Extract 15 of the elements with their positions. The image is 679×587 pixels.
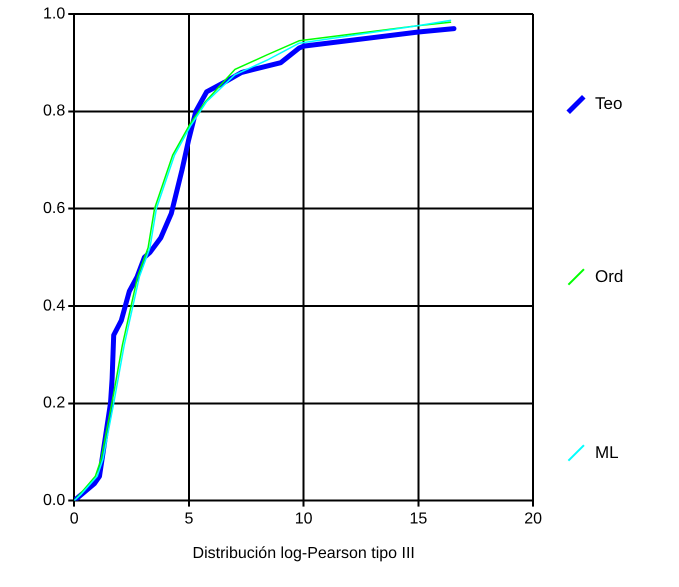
legend-label: ML (595, 443, 619, 463)
x-tick-label: 20 (524, 510, 542, 528)
x-tick-label: 10 (294, 510, 313, 528)
y-tick-label: 0.4 (42, 297, 66, 314)
y-tick-label: 1.0 (42, 5, 66, 22)
x-tick-label: 0 (70, 510, 79, 528)
y-tick-label: 0.8 (42, 102, 66, 120)
x-tick-label: 5 (184, 510, 194, 528)
x-axis-title: Distribución log-Pearson tipo III (192, 544, 415, 562)
legend-label: Ord (595, 267, 624, 287)
y-tick-label: 0.6 (42, 200, 66, 218)
legend-label: Teo (595, 94, 622, 114)
x-tick-label: 15 (409, 510, 428, 528)
y-tick-label: 0.2 (42, 394, 66, 412)
y-tick-label: 0.0 (42, 492, 66, 510)
